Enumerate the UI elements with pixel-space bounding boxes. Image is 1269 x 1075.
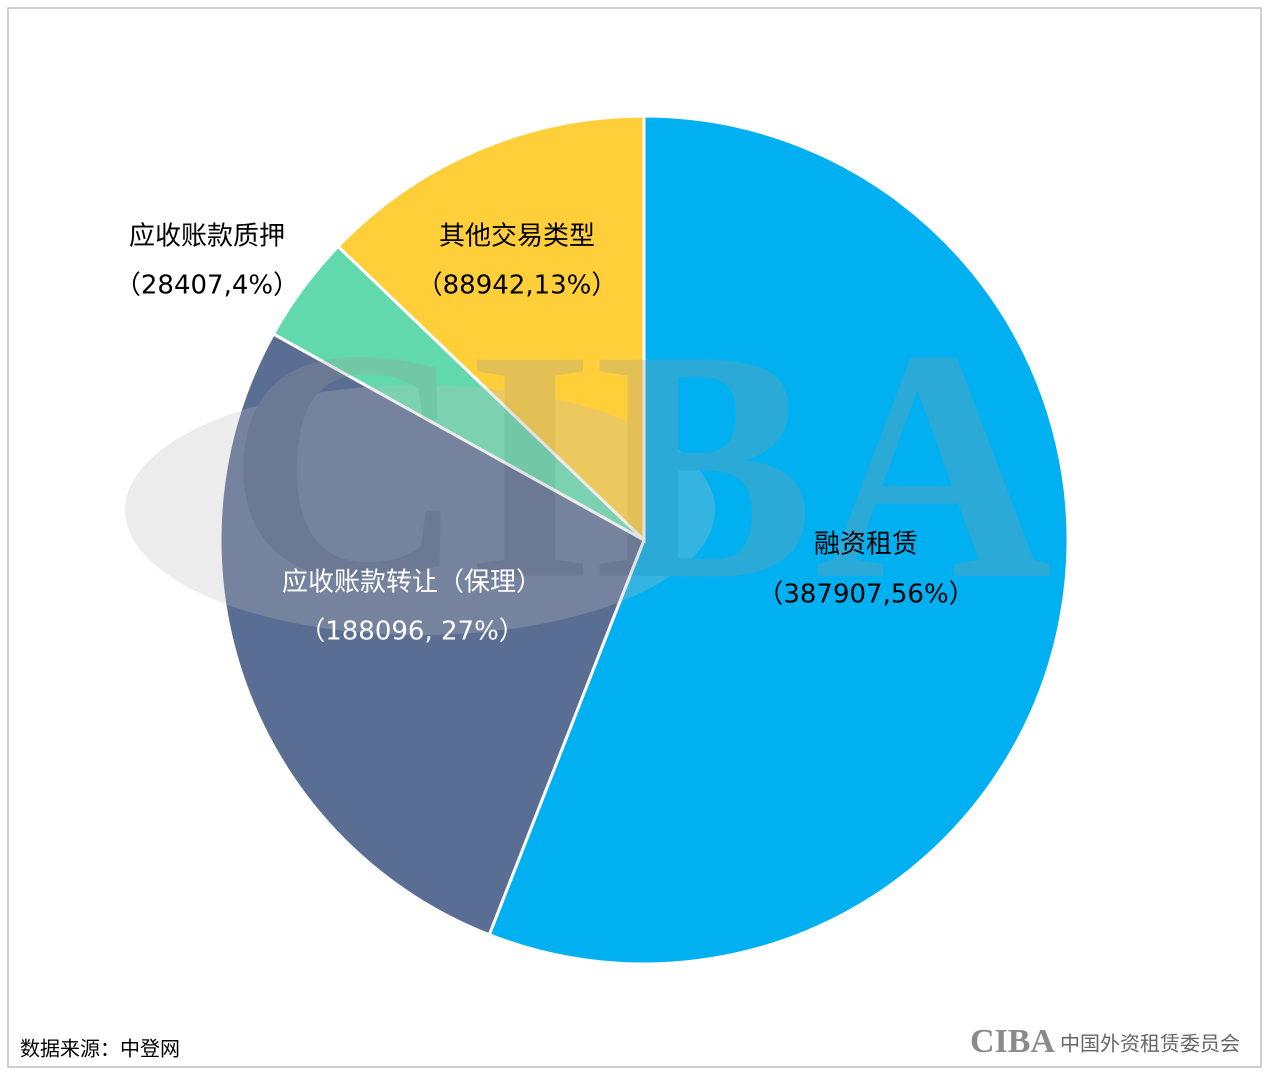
slice-label: 应收账款质押 — [129, 222, 285, 252]
footer-logo: CIBA — [970, 1023, 1055, 1060]
slice-label: 融资租赁 — [814, 530, 918, 560]
pie-slice — [487, 114, 1070, 966]
slice-label: 其他交易类型 — [439, 222, 595, 252]
pie-slice — [218, 331, 646, 937]
pie — [218, 114, 1070, 966]
value-label: （188096, 27%） — [299, 617, 525, 647]
watermark-layer: CIBA — [125, 283, 1053, 648]
footer-org: 中国外资租赁委员会 — [1060, 1032, 1240, 1056]
value-label: （387907,56%） — [757, 580, 974, 610]
value-label: （28407,4%） — [115, 271, 299, 301]
pie-slice — [335, 114, 646, 544]
source: 数据来源：中登网 — [20, 1037, 180, 1061]
value-label: （88942,13%） — [417, 271, 618, 301]
slice-label: 应收账款转让（保理） — [282, 568, 542, 598]
watermark-text: CIBA — [227, 283, 1052, 648]
watermark-ellipse — [125, 385, 715, 635]
labels: 融资租赁 （387907,56%） 应收账款转让（保理） （188096, 27%） 应… — [115, 222, 975, 647]
